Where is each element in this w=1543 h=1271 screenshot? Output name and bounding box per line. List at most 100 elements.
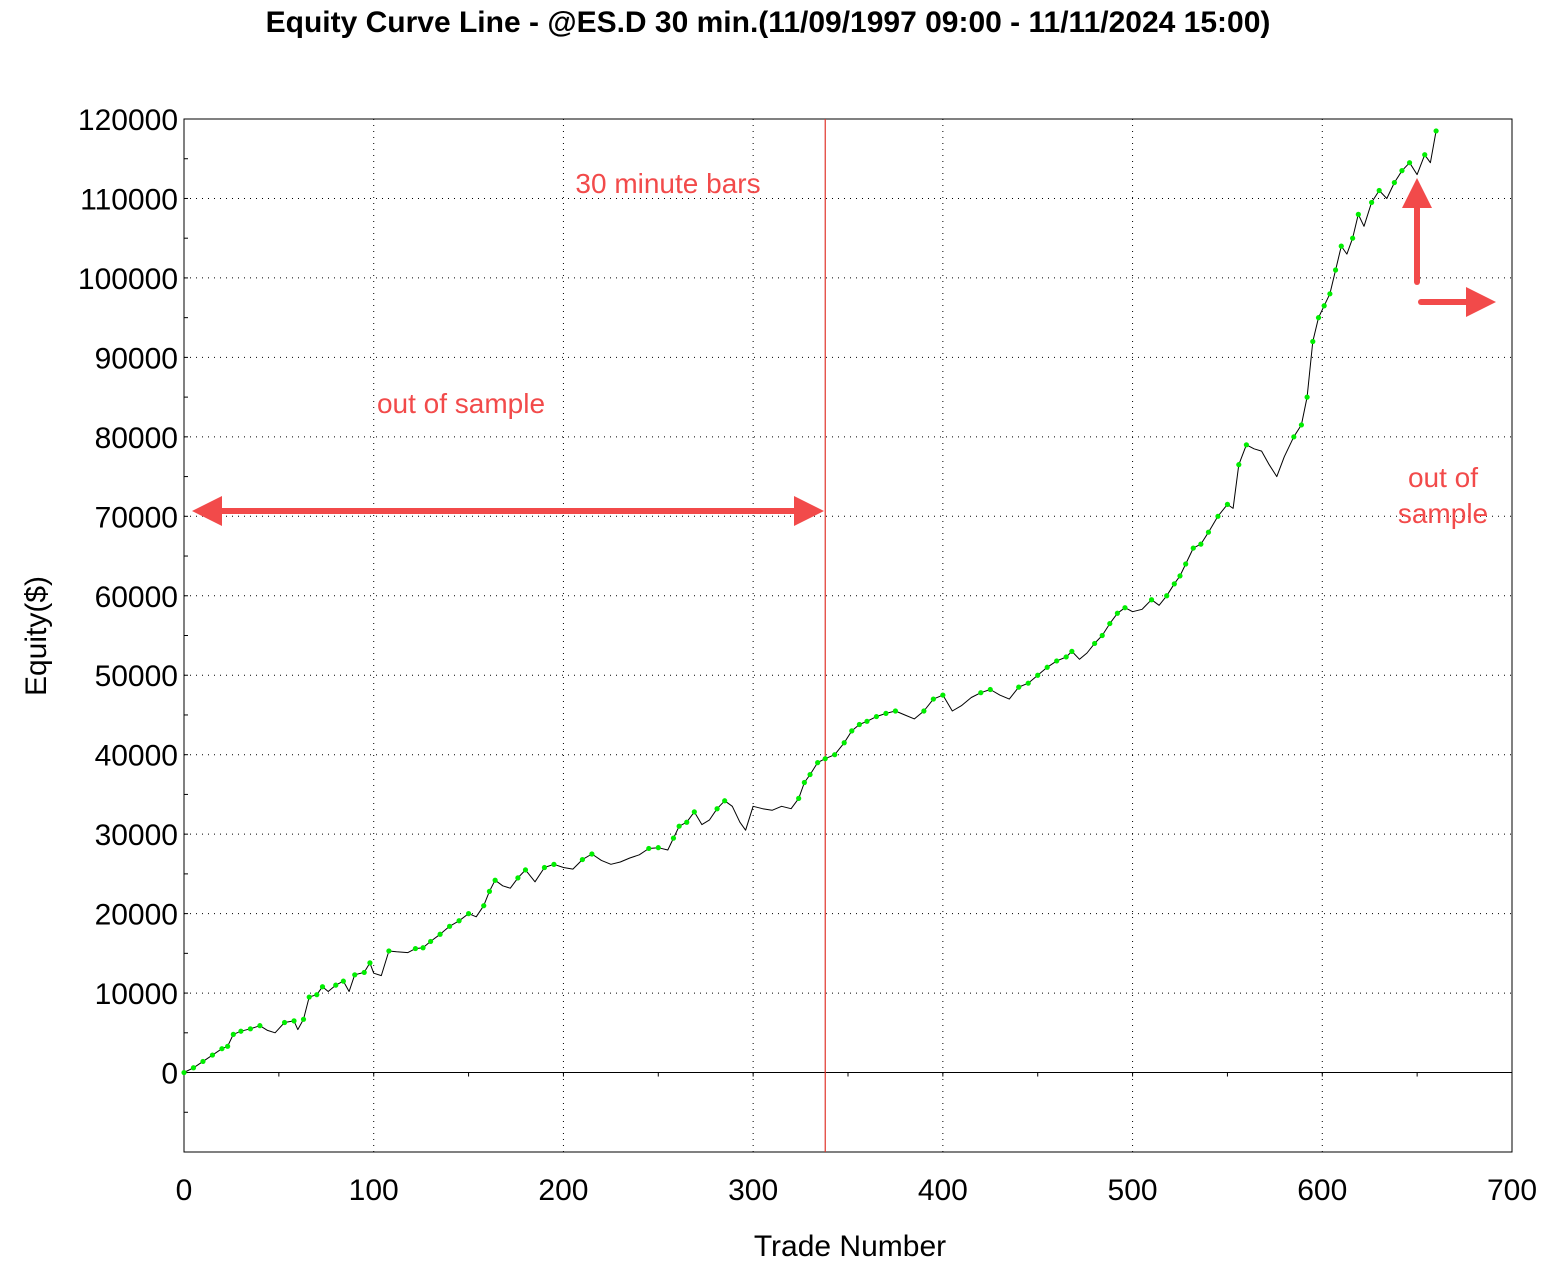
new-high-point	[465, 911, 472, 917]
new-high-point	[314, 992, 320, 998]
new-high-point	[1190, 545, 1196, 551]
new-high-point	[856, 721, 862, 728]
grid-lines	[184, 118, 1512, 1152]
x-tick-label: 100	[349, 1174, 399, 1207]
new-high-point	[1035, 672, 1041, 678]
new-high-point	[1399, 168, 1405, 174]
new-high-point	[1355, 211, 1361, 217]
x-tick-label: 300	[728, 1174, 778, 1207]
new-high-point	[1304, 394, 1310, 400]
new-high-point	[412, 945, 419, 952]
y-tick-labels: 0 10000 20000 30000 40000 50000 60000 70000 8000…	[78, 104, 178, 1091]
y-tick-label: 50000	[95, 660, 178, 693]
new-high-point	[447, 923, 453, 929]
left-out-of-sample-annotation: out of sample	[377, 388, 545, 419]
x-tick-label: 700	[1487, 1174, 1537, 1207]
new-high-point	[849, 728, 855, 734]
new-high-point	[1327, 291, 1333, 297]
new-high-point	[1107, 620, 1113, 627]
new-high-point	[883, 710, 889, 716]
new-high-point	[684, 819, 690, 825]
y-tick-label: 80000	[95, 422, 178, 455]
new-high-point	[481, 903, 487, 909]
new-high-point	[1205, 529, 1212, 535]
chart-title: Equity Curve Line - @ES.D 30 min.(11/09/…	[266, 6, 1271, 39]
new-high-point	[978, 690, 984, 696]
x-tick-label: 0	[176, 1174, 193, 1207]
new-high-point	[1321, 303, 1327, 309]
x-tick-label: 500	[1108, 1174, 1158, 1207]
new-high-point	[714, 806, 720, 812]
new-high-point	[340, 978, 346, 984]
new-high-point	[579, 856, 586, 863]
x-tick-label: 600	[1297, 1174, 1347, 1207]
new-high-point	[291, 1018, 297, 1024]
new-high-point	[1099, 632, 1105, 639]
new-high-point	[841, 740, 847, 746]
x-tick-label: 200	[538, 1174, 588, 1207]
new-high-point	[257, 1023, 263, 1029]
new-high-point	[1183, 561, 1189, 567]
plot-area-border	[183, 118, 1513, 1153]
y-tick-label: 100000	[78, 263, 178, 296]
new-high-point	[1332, 267, 1339, 273]
y-tick-label: 10000	[95, 978, 178, 1011]
x-tick-label: 400	[918, 1174, 968, 1207]
new-high-point	[541, 864, 548, 871]
new-high-point	[1025, 680, 1031, 686]
new-high-markers	[181, 128, 1439, 1076]
new-high-point	[1236, 462, 1242, 468]
new-high-point	[1177, 573, 1183, 579]
new-high-point	[807, 771, 813, 778]
y-tick-label: 70000	[95, 501, 178, 534]
new-high-point	[1406, 160, 1413, 166]
new-high-point	[1092, 640, 1098, 647]
new-high-point	[361, 969, 367, 976]
new-high-point	[1122, 605, 1128, 611]
new-high-point	[437, 931, 443, 937]
new-high-point	[589, 851, 595, 857]
new-high-point	[1164, 593, 1170, 599]
new-high-point	[1171, 581, 1177, 587]
new-high-point	[238, 1028, 244, 1034]
bars-annotation: 30 minute bars	[575, 168, 760, 199]
new-high-point	[832, 752, 838, 758]
new-high-point	[1369, 199, 1375, 206]
new-high-point	[1433, 128, 1439, 134]
new-high-point	[367, 960, 373, 966]
new-high-point	[1063, 654, 1069, 660]
x-axis-label: Trade Number	[754, 1230, 946, 1263]
new-high-point	[987, 686, 993, 693]
new-high-point	[190, 1065, 197, 1071]
new-high-point	[691, 809, 697, 815]
new-high-point	[306, 994, 312, 1000]
new-high-point	[420, 945, 426, 951]
new-high-point	[230, 1031, 236, 1037]
equity-line-layer	[183, 130, 1437, 1073]
new-high-point	[1376, 187, 1382, 194]
new-high-point	[873, 713, 880, 720]
new-high-point	[722, 798, 728, 804]
new-high-point	[822, 756, 828, 762]
new-high-point	[864, 718, 870, 724]
new-high-point	[486, 888, 493, 894]
right-out-of-sample-annotation-line2: sample	[1398, 498, 1488, 529]
right-out-of-sample-annotation-line1: out of	[1408, 462, 1478, 493]
new-high-point	[1215, 513, 1221, 519]
new-high-point	[1044, 664, 1050, 670]
new-high-point	[1243, 442, 1249, 448]
new-high-point	[892, 708, 899, 714]
new-high-point	[209, 1052, 216, 1058]
new-high-point	[815, 760, 821, 766]
new-high-point	[1148, 597, 1155, 603]
new-high-point	[1422, 152, 1428, 158]
new-high-point	[492, 877, 498, 883]
new-high-point	[796, 795, 802, 801]
new-high-point	[319, 984, 326, 990]
new-high-point	[428, 938, 434, 945]
new-high-point	[1114, 610, 1120, 616]
new-high-point	[181, 1069, 187, 1076]
new-high-point	[921, 708, 927, 714]
